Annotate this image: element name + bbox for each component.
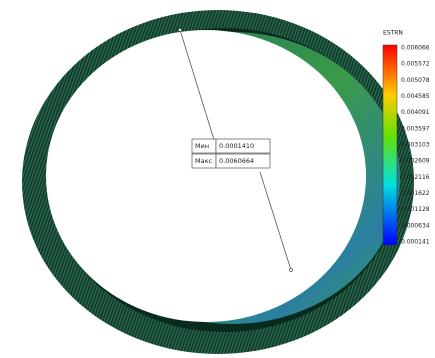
legend-label: 0.003597	[401, 125, 430, 132]
ring	[22, 10, 414, 354]
legend-title: ESTRN	[383, 30, 403, 37]
legend-label: 0.004585	[401, 93, 430, 100]
viewport: Мин 0.0001410 Макс 0.0060664 ESTRN 0.006066…	[0, 0, 435, 358]
probe-label: Макс	[195, 157, 213, 165]
legend-label: 0.000141	[401, 239, 430, 246]
legend-label: 0.005078	[401, 77, 430, 84]
legend-label: 0.000634	[401, 222, 430, 229]
legend-label: 0.004091	[401, 109, 430, 116]
probe-value: 0.0001410	[219, 142, 254, 150]
scene: Мин 0.0001410 Макс 0.0060664 ESTRN 0.006066…	[0, 0, 435, 358]
legend-label: 0.001128	[401, 206, 430, 213]
probe-value: 0.0060664	[219, 157, 254, 165]
color-bar	[383, 45, 397, 245]
probe-label: Мин	[195, 142, 209, 150]
legend-label: 0.006066	[401, 45, 430, 52]
legend-label: 0.002609	[401, 158, 430, 165]
legend-label: 0.001622	[401, 190, 430, 197]
legend-label: 0.002116	[401, 174, 430, 181]
legend-label: 0.005572	[401, 61, 430, 68]
legend-label: 0.003103	[401, 142, 430, 149]
